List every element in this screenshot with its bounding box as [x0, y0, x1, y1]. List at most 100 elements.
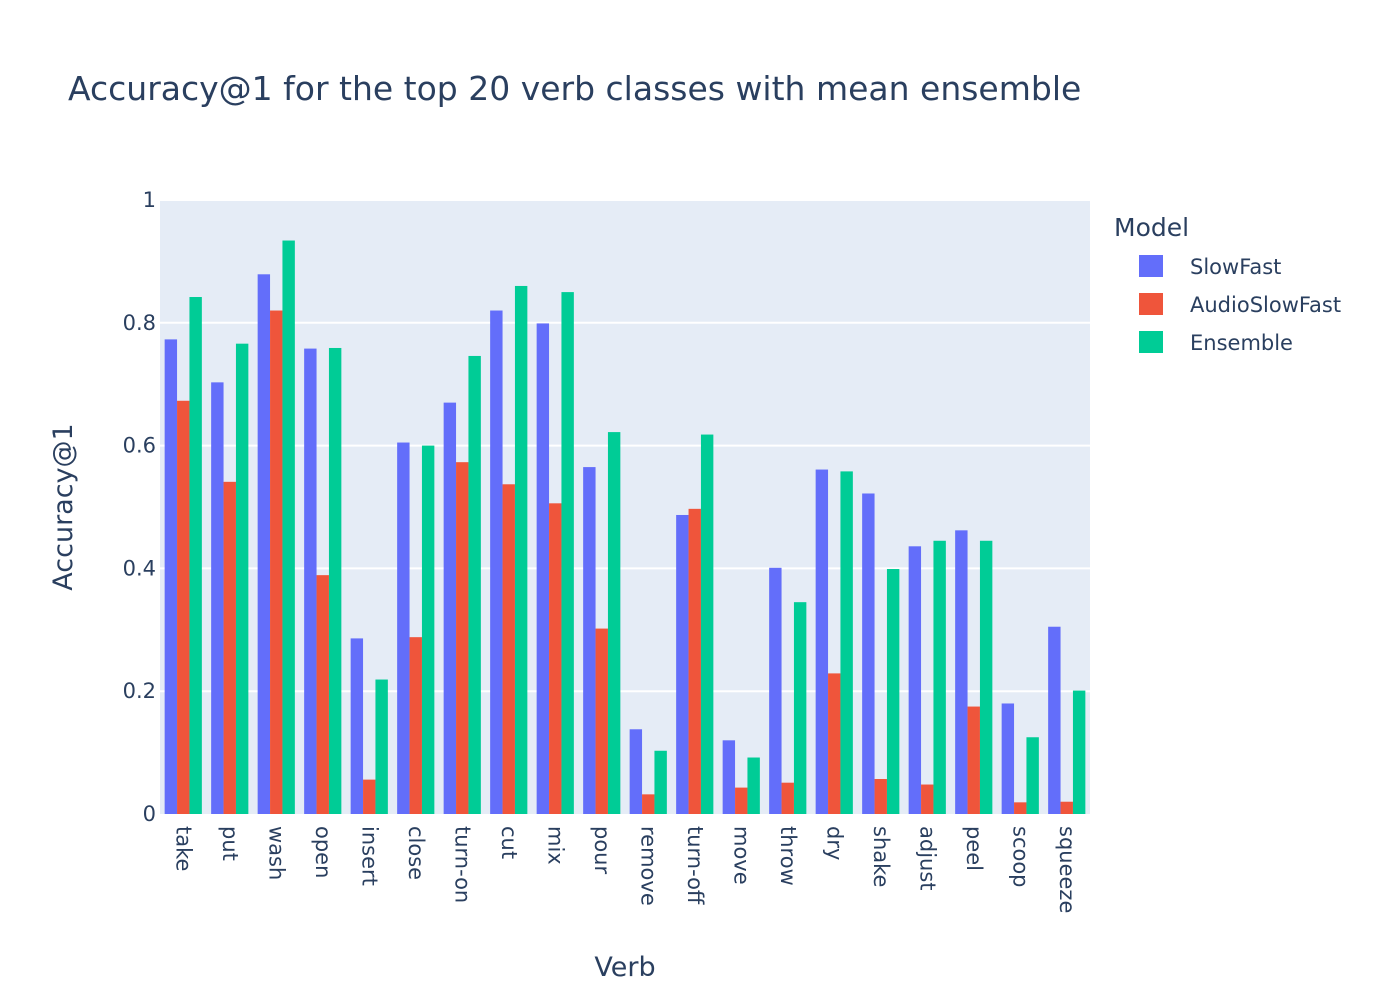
x-tick-label: put	[218, 826, 242, 861]
bar-audioslowfast-mix	[549, 503, 562, 814]
plot-background	[160, 200, 1090, 814]
x-tick-label: mix	[543, 826, 567, 865]
x-tick-label: take	[171, 826, 195, 871]
bar-ensemble-scoop	[1026, 737, 1039, 814]
x-tick-label: open	[311, 826, 335, 878]
bar-slowfast-cut	[490, 310, 503, 814]
bar-slowfast-turn-on	[443, 402, 457, 814]
bar-slowfast-mix	[536, 323, 550, 814]
bar-audioslowfast-remove	[642, 794, 655, 814]
y-tick-label: 0.8	[123, 311, 156, 335]
legend-swatch-slowfast	[1139, 255, 1163, 277]
bar-audioslowfast-put	[223, 481, 236, 814]
bar-audioslowfast-turn-off	[688, 508, 701, 814]
bar-slowfast-wash	[257, 274, 271, 814]
bar-slowfast-open	[304, 348, 317, 814]
bar-ensemble-dry	[840, 471, 853, 814]
bar-ensemble-take	[189, 297, 202, 815]
bar-ensemble-open	[328, 347, 342, 814]
bar-audioslowfast-turn-on	[456, 462, 469, 814]
bar-audioslowfast-take	[177, 400, 190, 814]
x-tick-label: squeeze	[1055, 826, 1079, 913]
legend-label-audioslowfast: AudioSlowFast	[1190, 293, 1341, 317]
bar-ensemble-wash	[282, 240, 295, 815]
y-tick-label: 0.2	[123, 679, 156, 703]
x-tick-label: adjust	[915, 826, 939, 891]
x-tick-label: move	[729, 826, 753, 885]
bar-slowfast-move	[722, 740, 736, 814]
legend: Model SlowFast AudioSlowFast Ensemble	[1114, 213, 1341, 355]
x-tick-label: turn-off	[683, 826, 707, 905]
chart-title: Accuracy@1 for the top 20 verb classes w…	[68, 69, 1081, 108]
bar-ensemble-turn-on	[468, 355, 481, 814]
bar-audioslowfast-throw	[781, 782, 794, 814]
bar-ensemble-move	[747, 757, 760, 814]
bar-ensemble-shake	[886, 569, 900, 814]
bar-ensemble-insert	[375, 679, 388, 814]
bar-audioslowfast-dry	[828, 673, 841, 814]
bar-slowfast-take	[164, 339, 178, 814]
bar-audioslowfast-scoop	[1014, 802, 1027, 814]
x-tick-label: cut	[497, 826, 521, 859]
bar-slowfast-put	[211, 382, 224, 814]
bar-audioslowfast-wash	[270, 310, 283, 814]
bar-audioslowfast-open	[316, 575, 329, 814]
x-tick-labels: take put wash open insert close turn-on cut mix p…	[171, 826, 1079, 913]
bar-ensemble-put	[235, 343, 249, 814]
bar-slowfast-shake	[862, 493, 875, 814]
x-tick-label: pour	[590, 826, 614, 874]
y-tick-label: 0	[143, 802, 156, 826]
bar-audioslowfast-cut	[502, 484, 515, 814]
bar-audioslowfast-move	[735, 787, 748, 814]
bar-ensemble-remove	[654, 750, 667, 814]
y-tick-label: 0.4	[123, 556, 156, 580]
bar-ensemble-cut	[514, 285, 528, 815]
bar-audioslowfast-squeeze	[1060, 801, 1073, 814]
bar-slowfast-squeeze	[1048, 626, 1061, 814]
x-tick-label: throw	[776, 826, 800, 886]
bar-slowfast-turn-off	[676, 514, 689, 814]
bar-audioslowfast-peel	[967, 706, 980, 814]
x-tick-label: insert	[357, 826, 381, 886]
x-axis-title: Verb	[594, 952, 655, 983]
y-tick-label: 1	[143, 188, 156, 212]
bar-audioslowfast-adjust	[921, 784, 934, 814]
bars	[164, 240, 1086, 815]
bar-slowfast-peel	[955, 530, 968, 814]
legend-title: Model	[1114, 213, 1189, 242]
bar-audioslowfast-close	[409, 637, 422, 814]
x-tick-label: shake	[869, 826, 893, 887]
bar-ensemble-squeeze	[1072, 690, 1086, 814]
bar-ensemble-turn-off	[700, 434, 714, 814]
legend-swatch-ensemble	[1139, 331, 1163, 353]
bar-audioslowfast-pour	[595, 628, 608, 814]
bar-slowfast-throw	[769, 567, 782, 814]
x-tick-label: turn-on	[450, 826, 474, 903]
x-tick-label: wash	[264, 826, 288, 880]
legend-label-slowfast: SlowFast	[1190, 255, 1281, 279]
bar-slowfast-remove	[629, 729, 643, 814]
legend-label-ensemble: Ensemble	[1190, 331, 1293, 355]
legend-swatch-audioslowfast	[1139, 293, 1163, 315]
bar-ensemble-close	[421, 445, 435, 814]
bar-audioslowfast-insert	[363, 779, 376, 814]
x-tick-label: close	[404, 826, 428, 880]
y-axis-title: Accuracy@1	[48, 423, 79, 590]
bar-ensemble-mix	[561, 292, 574, 815]
bar-slowfast-dry	[815, 469, 829, 814]
x-tick-label: remove	[636, 826, 660, 906]
bar-ensemble-pour	[607, 432, 621, 814]
x-tick-label: scoop	[1008, 826, 1032, 888]
bar-slowfast-close	[397, 442, 410, 814]
bar-audioslowfast-shake	[874, 779, 887, 814]
bar-slowfast-adjust	[908, 546, 922, 814]
x-tick-label: peel	[962, 826, 986, 871]
bar-ensemble-adjust	[933, 540, 946, 814]
y-tick-labels: 0 0.2 0.4 0.6 0.8 1	[123, 188, 156, 826]
bar-ensemble-peel	[979, 540, 993, 814]
bar-slowfast-scoop	[1001, 703, 1015, 814]
x-tick-label: dry	[822, 826, 846, 860]
bar-slowfast-insert	[350, 638, 364, 814]
bar-ensemble-throw	[793, 602, 807, 814]
